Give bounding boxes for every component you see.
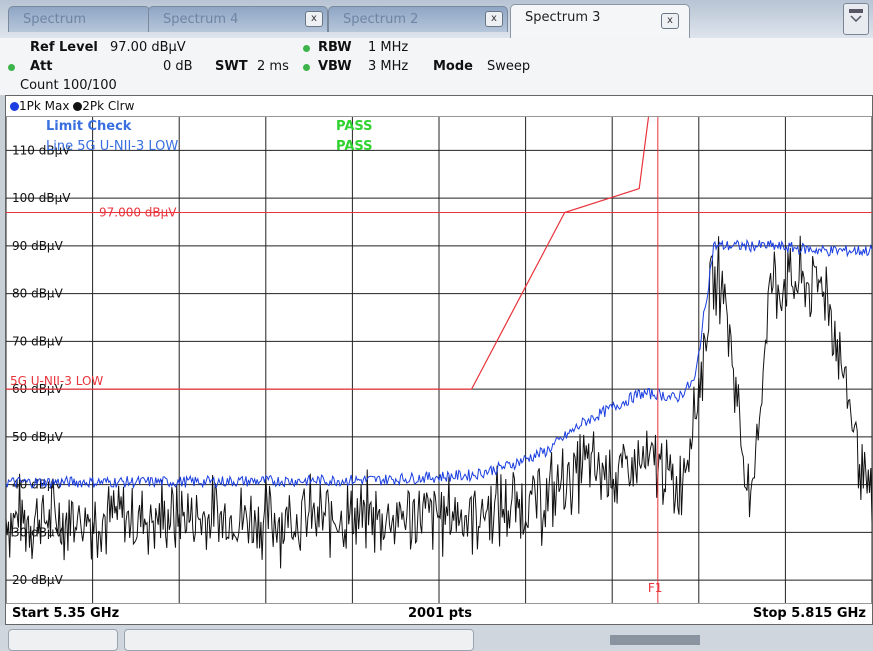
y-tick-label: 100 dBµV	[12, 191, 71, 205]
stop-frequency: Stop 5.815 GHz	[752, 606, 866, 621]
tab-spectrum-3[interactable]: Spectrum 3 x	[510, 4, 690, 38]
limit-check-result: PASS	[336, 119, 373, 134]
vbw-value: 3 MHz	[368, 59, 409, 74]
trace1-max-hold	[6, 238, 872, 490]
status-softkey-1[interactable]	[8, 629, 118, 651]
tab-spectrum-4[interactable]: Spectrum 4 x	[148, 6, 328, 32]
close-icon[interactable]: x	[661, 13, 679, 29]
sweep-footer: Start 5.35 GHz 2001 pts Stop 5.815 GHz	[6, 603, 872, 624]
vbw-indicator-icon	[303, 64, 310, 71]
trace2-dot-icon	[73, 102, 83, 111]
tab-bar: Spectrum Spectrum 4 x Spectrum 2 x Spectru…	[0, 0, 873, 38]
tab-label: Spectrum 4	[163, 12, 239, 27]
y-tick-label: 70 dBµV	[12, 334, 64, 348]
trace1-dot-icon	[10, 102, 19, 111]
limit-line	[6, 117, 650, 390]
att-indicator-icon	[8, 64, 15, 71]
trace2-clear-write	[6, 235, 872, 569]
att-value: 0 dB	[163, 59, 193, 74]
limit-line-label: 5G U-NII-3 LOW	[10, 374, 103, 388]
progress-indicator	[610, 635, 700, 645]
tab-label: Spectrum	[23, 12, 86, 27]
y-tick-label: 50 dBµV	[12, 430, 64, 444]
measurement-info-panel: Ref Level 97.00 dBµV Att 0 dB SWT 2 ms R…	[0, 38, 873, 95]
rbw-label: RBW	[318, 40, 352, 55]
reference-level-label: 97.000 dBµV	[99, 205, 177, 219]
mode-value: Sweep	[487, 59, 531, 74]
tab-spectrum[interactable]: Spectrum	[8, 6, 150, 32]
close-icon[interactable]: x	[305, 11, 323, 27]
ref-level-value: 97.00 dBµV	[110, 40, 186, 55]
y-tick-label: 80 dBµV	[12, 287, 64, 301]
y-tick-label: 90 dBµV	[12, 239, 64, 253]
tab-label: Spectrum 2	[343, 12, 419, 27]
tab-spectrum-2[interactable]: Spectrum 2 x	[328, 6, 508, 32]
close-icon[interactable]: x	[485, 11, 503, 27]
y-tick-label: 20 dBµV	[12, 573, 64, 587]
trace-header: 1Pk Max 2Pk Clrw	[6, 96, 872, 117]
status-softkey-2[interactable]	[124, 629, 474, 651]
swt-value: 2 ms	[257, 59, 289, 74]
grid-icon-glyph	[849, 9, 863, 23]
start-frequency: Start 5.35 GHz	[12, 606, 120, 621]
sweep-points: 2001 pts	[408, 606, 472, 621]
ref-level-label: Ref Level	[30, 40, 98, 55]
vbw-label: VBW	[318, 59, 352, 74]
limit-check-title: Limit Check	[46, 119, 132, 134]
status-bar	[0, 625, 873, 651]
limit-check-result: PASS	[336, 139, 373, 154]
tab-label: Spectrum 3	[525, 10, 601, 25]
spectrum-plot-window: 1Pk Max 2Pk Clrw 110 dBµV 100 dBµV 90 dBµV…	[5, 95, 873, 625]
swt-label: SWT	[215, 59, 248, 74]
mode-label: Mode	[433, 59, 473, 74]
grid-icon[interactable]	[843, 3, 869, 35]
limit-check-line-name: Line 5G U-NII-3 LOW	[46, 139, 178, 154]
rbw-value: 1 MHz	[368, 40, 409, 55]
rbw-indicator-icon	[303, 45, 310, 52]
att-label: Att	[30, 59, 53, 74]
y-tick-label: 110 dBµV	[12, 143, 71, 157]
trace2-label: 2Pk Clrw	[82, 99, 135, 113]
marker-f1-label: F1	[648, 581, 663, 595]
trace1-label: 1Pk Max	[19, 99, 70, 113]
sweep-count: Count 100/100	[20, 78, 117, 93]
